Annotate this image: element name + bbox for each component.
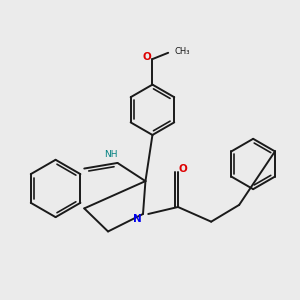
Text: O: O (179, 164, 188, 173)
Text: NH: NH (104, 150, 117, 159)
Text: O: O (142, 52, 151, 62)
Text: CH₃: CH₃ (175, 47, 190, 56)
Text: N: N (133, 214, 141, 224)
